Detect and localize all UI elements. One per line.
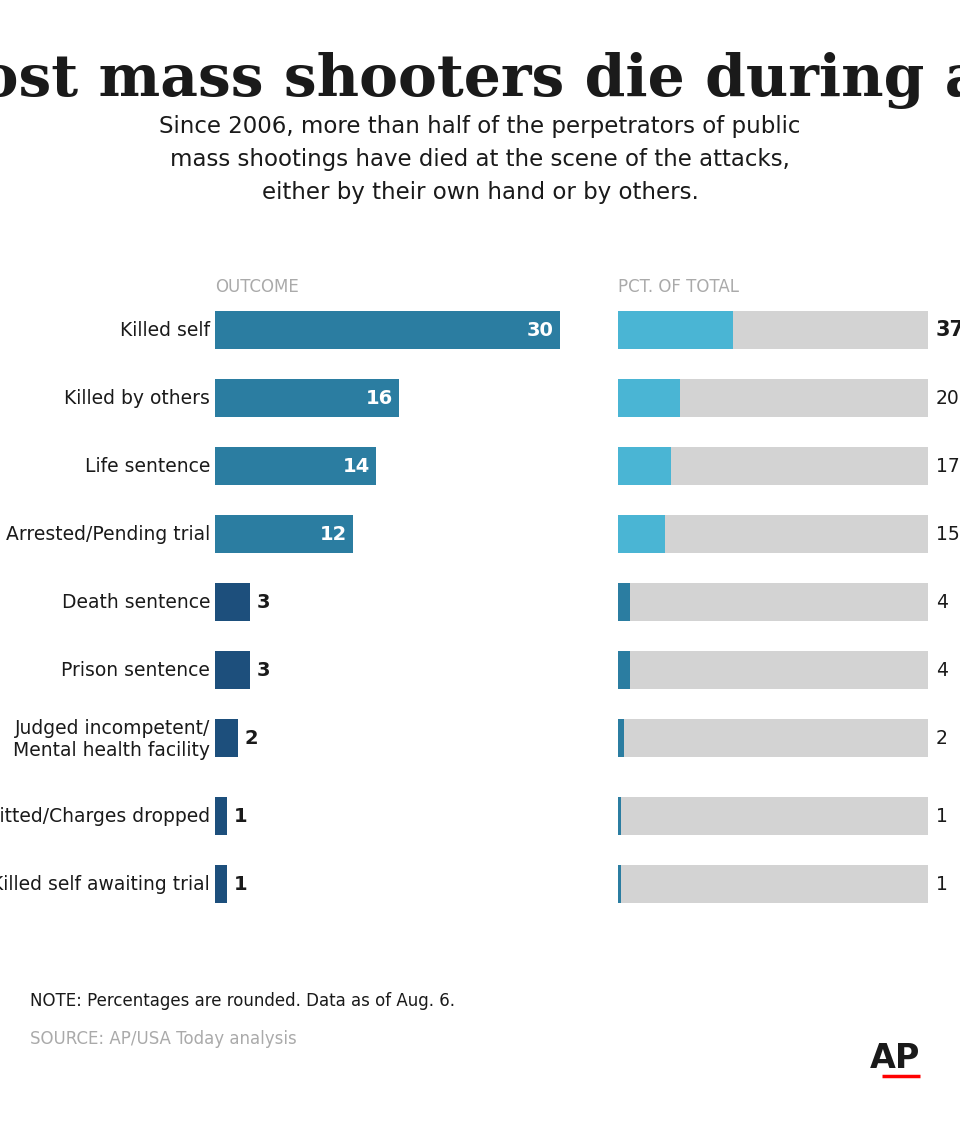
Bar <box>618 797 621 835</box>
Bar <box>618 311 928 349</box>
Bar <box>215 797 227 835</box>
Bar <box>618 583 928 621</box>
Text: PCT. OF TOTAL: PCT. OF TOTAL <box>618 278 739 296</box>
Bar <box>618 719 928 757</box>
Text: Life sentence: Life sentence <box>84 456 210 476</box>
Text: 4: 4 <box>936 593 948 612</box>
Bar <box>618 583 631 621</box>
Text: NOTE: Percentages are rounded. Data as of Aug. 6.: NOTE: Percentages are rounded. Data as o… <box>30 992 455 1010</box>
Bar <box>618 515 664 553</box>
Text: 3: 3 <box>256 660 270 680</box>
Bar <box>215 866 227 903</box>
Bar <box>215 447 376 485</box>
Text: 14: 14 <box>343 456 370 476</box>
Bar <box>618 866 621 903</box>
Text: Killed by others: Killed by others <box>64 389 210 408</box>
Text: 1: 1 <box>936 875 948 894</box>
Text: AP: AP <box>870 1042 920 1075</box>
Bar <box>618 311 732 349</box>
Text: Killed self awaiting trial: Killed self awaiting trial <box>0 875 210 894</box>
Bar <box>618 379 928 417</box>
Text: 16: 16 <box>366 389 393 408</box>
Text: 37%: 37% <box>936 320 960 340</box>
Text: SOURCE: AP/USA Today analysis: SOURCE: AP/USA Today analysis <box>30 1030 297 1048</box>
Text: 12: 12 <box>320 524 347 543</box>
Bar <box>215 311 560 349</box>
Text: OUTCOME: OUTCOME <box>215 278 299 296</box>
Text: Mental health facility: Mental health facility <box>13 742 210 761</box>
Text: 15: 15 <box>936 524 960 543</box>
Text: 3: 3 <box>256 593 270 612</box>
Bar <box>215 583 250 621</box>
Text: Prison sentence: Prison sentence <box>61 660 210 680</box>
Text: Judged incompetent/: Judged incompetent/ <box>14 719 210 737</box>
Bar <box>215 719 238 757</box>
Text: Acquitted/Charges dropped: Acquitted/Charges dropped <box>0 807 210 825</box>
Text: 30: 30 <box>527 320 554 339</box>
Text: Killed self: Killed self <box>120 320 210 339</box>
Bar <box>618 515 928 553</box>
Bar <box>618 719 624 757</box>
Text: Arrested/Pending trial: Arrested/Pending trial <box>6 524 210 543</box>
Bar <box>215 379 399 417</box>
Bar <box>618 379 680 417</box>
Text: Most mass shooters die during act: Most mass shooters die during act <box>0 52 960 109</box>
Text: 1: 1 <box>233 807 247 825</box>
Text: 2: 2 <box>245 728 258 747</box>
Text: 17: 17 <box>936 456 960 476</box>
Text: 4: 4 <box>936 660 948 680</box>
Bar <box>618 447 928 485</box>
Bar <box>215 515 353 553</box>
Text: 20: 20 <box>936 389 960 408</box>
Text: 2: 2 <box>936 728 948 747</box>
Bar <box>618 797 928 835</box>
Bar <box>618 651 928 689</box>
Text: 1: 1 <box>936 807 948 825</box>
Bar <box>618 866 928 903</box>
Text: 1: 1 <box>233 875 247 894</box>
Bar <box>618 651 631 689</box>
Text: Death sentence: Death sentence <box>61 593 210 612</box>
Text: Since 2006, more than half of the perpetrators of public
mass shootings have die: Since 2006, more than half of the perpet… <box>159 115 801 204</box>
Bar <box>618 447 671 485</box>
Bar <box>215 651 250 689</box>
